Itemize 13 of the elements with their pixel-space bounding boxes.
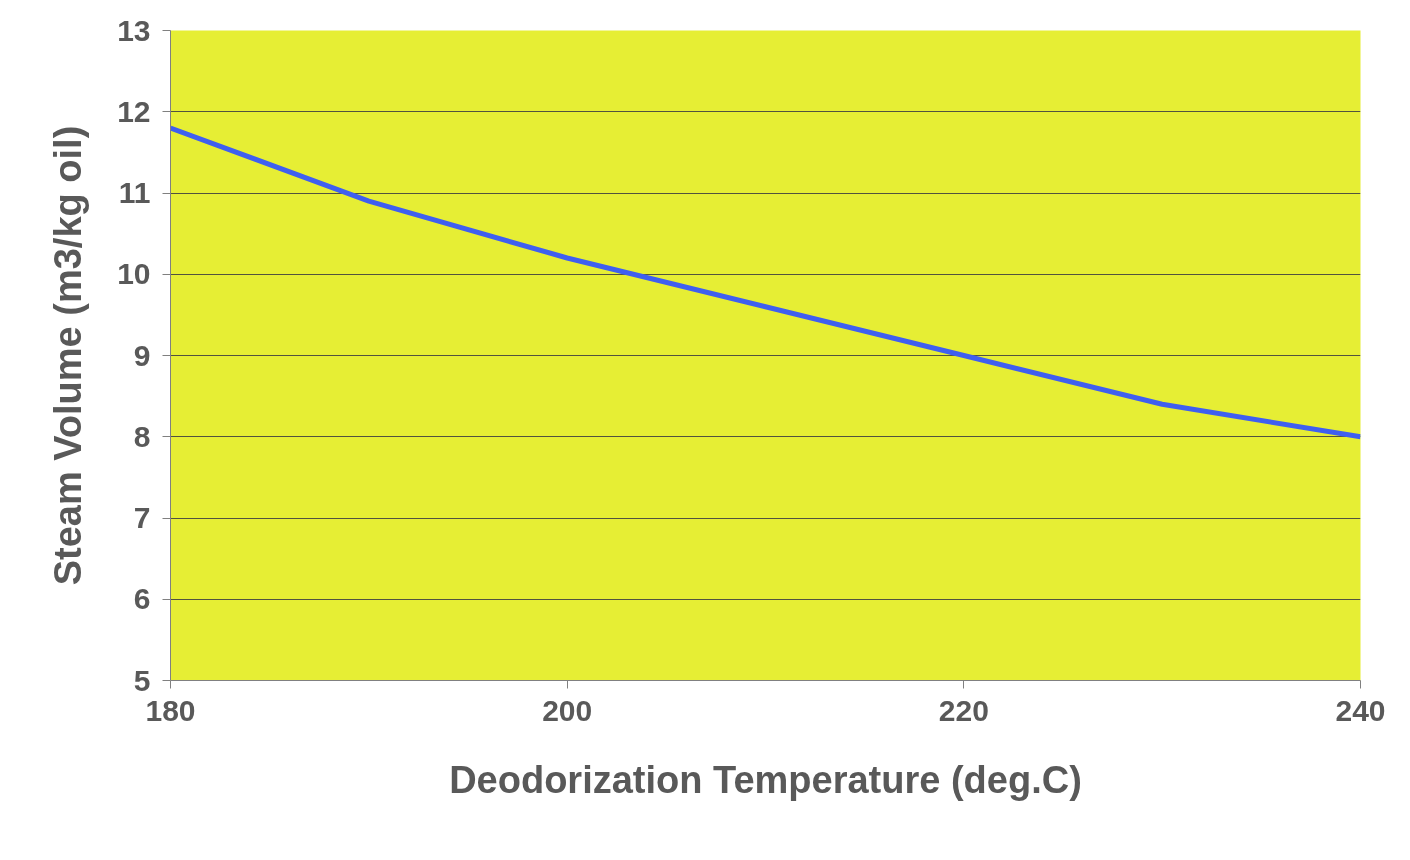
x-tick-label: 220: [938, 693, 989, 727]
x-axis-title: Deodorization Temperature (deg.C): [449, 758, 1082, 801]
x-tick-label: 240: [1335, 693, 1386, 727]
y-tick-label: 6: [133, 582, 151, 616]
y-tick-label: 12: [117, 94, 151, 128]
x-tick-label: 200: [542, 693, 593, 727]
y-tick-label: 9: [133, 338, 151, 372]
y-tick-label: 8: [133, 419, 151, 453]
y-tick-label: 13: [117, 13, 151, 47]
y-tick-label: 10: [117, 257, 151, 291]
y-tick-label: 11: [118, 176, 151, 209]
y-tick-label: 7: [133, 501, 151, 534]
y-axis-title: Steam Volume (m3/kg oil): [47, 125, 90, 586]
